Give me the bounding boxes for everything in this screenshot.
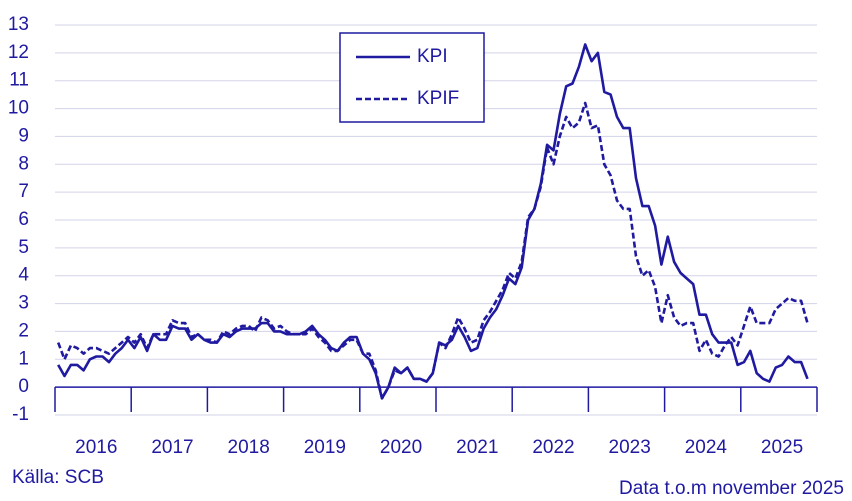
y-tick-label: 8 — [18, 153, 29, 174]
line-series — [56, 101, 809, 400]
y-tick-label: 3 — [18, 293, 29, 314]
x-tick-label: 2022 — [532, 437, 574, 458]
y-tick-label: 5 — [18, 237, 29, 258]
y-tick-label: 6 — [18, 209, 29, 230]
x-tick-label: 2017 — [151, 437, 193, 458]
x-tick-label: 2019 — [304, 437, 346, 458]
y-tick-label: 7 — [18, 181, 29, 202]
x-tick-label: 2020 — [380, 437, 422, 458]
y-tick-label: 2 — [18, 320, 29, 341]
y-tick-label: 0 — [18, 376, 29, 397]
line-series — [57, 43, 809, 400]
x-tick-label: 2018 — [228, 437, 270, 458]
source: Källa: SCB — [12, 467, 104, 488]
y-tick-label: 13 — [8, 14, 29, 35]
y-tick-label: 12 — [8, 42, 29, 63]
y-tick-label: 10 — [8, 98, 29, 119]
x-tick-label: 2023 — [609, 437, 651, 458]
x-tick-label: 2024 — [685, 437, 728, 458]
legend-label: KPI — [417, 46, 448, 67]
y-tick-label: 4 — [18, 265, 29, 286]
legend-label: KPIF — [417, 88, 459, 109]
x-tick-label: 2016 — [75, 437, 117, 458]
x-tick-label: 2021 — [456, 437, 498, 458]
x-tick-label: 2025 — [761, 437, 803, 458]
legend-box — [339, 32, 485, 123]
y-tick-label: 11 — [9, 70, 29, 91]
y-tick-label: 1 — [18, 348, 29, 369]
y-tick-label: -1 — [12, 404, 29, 425]
note: Data t.o.m november 2025 — [619, 478, 844, 499]
y-tick-label: 9 — [18, 125, 29, 146]
